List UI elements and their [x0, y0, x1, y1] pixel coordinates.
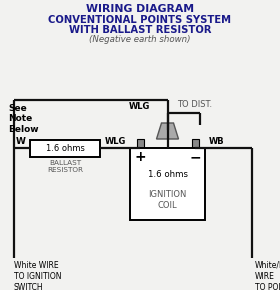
Text: WLG: WLG	[105, 137, 126, 146]
Bar	[137, 139, 143, 148]
Text: White/Black
WIRE
TO POINTS: White/Black WIRE TO POINTS	[255, 261, 280, 290]
Text: WLG: WLG	[129, 102, 150, 111]
Text: +: +	[134, 150, 146, 164]
Text: WITH BALLAST RESISTOR: WITH BALLAST RESISTOR	[69, 25, 211, 35]
Bar	[130, 148, 205, 220]
Text: 1.6 ohms: 1.6 ohms	[46, 144, 85, 153]
Text: −: −	[189, 150, 201, 164]
Bar	[192, 139, 199, 148]
Polygon shape	[157, 123, 179, 139]
Text: White WIRE
TO IGNITION
SWITCH: White WIRE TO IGNITION SWITCH	[14, 261, 62, 290]
Text: TO DIST.: TO DIST.	[177, 100, 212, 109]
Text: CONVENTIONAL POINTS SYSTEM: CONVENTIONAL POINTS SYSTEM	[48, 15, 232, 25]
Text: W: W	[16, 137, 26, 146]
Text: See
Note
Below: See Note Below	[8, 104, 39, 134]
Text: WB: WB	[209, 137, 225, 146]
Text: IGNITION
COIL: IGNITION COIL	[148, 190, 187, 210]
Text: WIRING DIAGRAM: WIRING DIAGRAM	[86, 4, 194, 14]
Bar	[30, 140, 100, 157]
Text: 1.6 ohms: 1.6 ohms	[148, 170, 188, 179]
Text: (Negative earth shown): (Negative earth shown)	[89, 35, 191, 44]
Text: BALLAST
RESISTOR: BALLAST RESISTOR	[47, 160, 83, 173]
